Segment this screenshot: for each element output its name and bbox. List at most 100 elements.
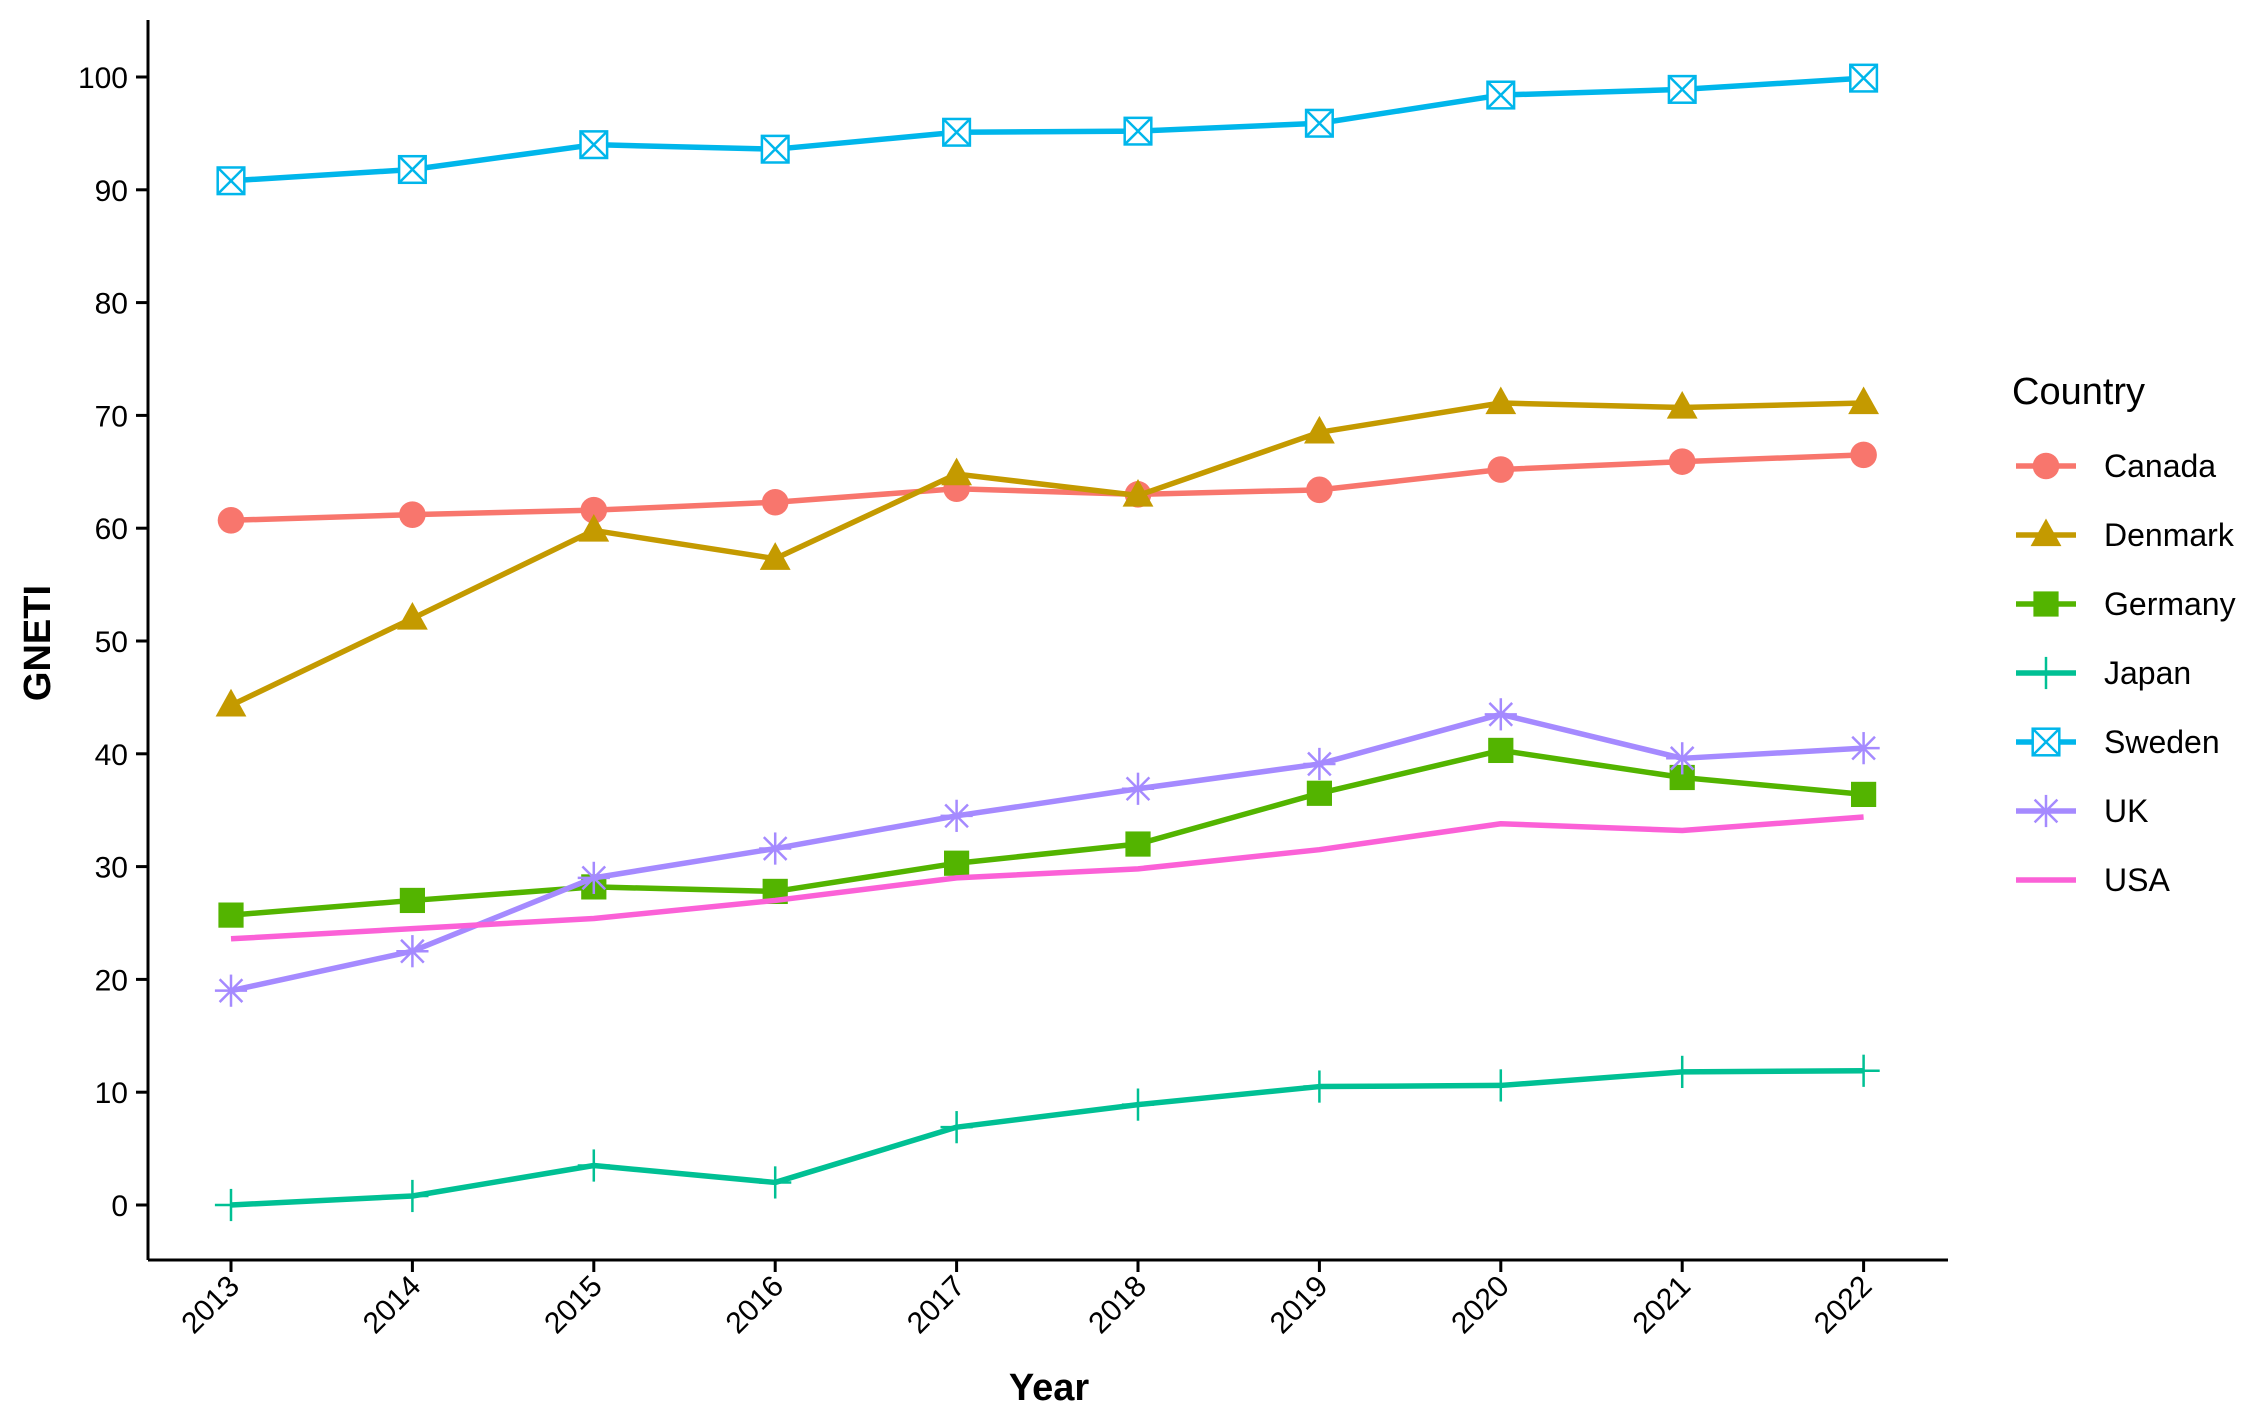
diag2 [1305, 109, 1334, 138]
ray [1851, 735, 1876, 761]
point-uk [1121, 772, 1155, 805]
point-denmark [1122, 478, 1154, 507]
series-line-canada [230, 452, 1864, 524]
y-tick-label: 0 [111, 1190, 128, 1223]
series-denmark [215, 386, 1879, 717]
diag2 [579, 130, 608, 159]
series-sweden [216, 63, 1879, 196]
point-canada [1668, 448, 1696, 475]
legend-item-denmark: Denmark [2016, 517, 2235, 553]
point-uk [1303, 747, 1336, 781]
x-tick-label: 2020 [1445, 1270, 1516, 1341]
y-tick-label: 100 [78, 62, 128, 95]
point-japan [1121, 1088, 1155, 1121]
ray [1488, 702, 1514, 727]
x-tick-label: 2022 [1808, 1270, 1879, 1341]
diag2 [1849, 63, 1878, 93]
series-line-germany [230, 747, 1864, 918]
diag2 [1668, 75, 1697, 104]
point-sweden [1486, 80, 1516, 110]
point-japan [1484, 1069, 1517, 1102]
point-uk [940, 799, 973, 832]
series-usa [230, 814, 1864, 942]
ray [1125, 776, 1151, 802]
legend-key-marker [2033, 591, 2059, 617]
point-uk [577, 861, 610, 894]
point-sweden [760, 134, 790, 164]
diag2 [2031, 727, 2061, 757]
diag2 [1486, 80, 1515, 110]
x-tick-label: 2019 [1264, 1270, 1335, 1341]
legend-item-germany: Germany [2016, 586, 2236, 622]
x-tick-label: 2015 [538, 1270, 609, 1341]
x-tick-label: 2013 [175, 1270, 246, 1341]
series-line-denmark [229, 400, 1864, 708]
legend-item-japan: Japan [2016, 655, 2191, 691]
point-japan [759, 1166, 792, 1199]
point-sweden [579, 130, 609, 160]
point-germany [1851, 781, 1877, 808]
point-japan [577, 1149, 610, 1182]
series-uk [214, 698, 1880, 1007]
x-tick-label: 2016 [720, 1270, 791, 1341]
point-canada [580, 496, 608, 524]
point-germany [218, 902, 244, 928]
point-uk [1847, 732, 1880, 765]
point-sweden [1667, 74, 1697, 104]
point-canada [1487, 456, 1515, 483]
legend-label-denmark: Denmark [2104, 517, 2235, 553]
axes: 0 10 20 30 40 50 60 70 80 90 100 2013 2014 2015 2016 20… [78, 20, 1948, 1340]
legend-item-usa: USA [2016, 862, 2170, 898]
ray [944, 803, 969, 829]
legend-label-japan: Japan [2104, 655, 2191, 691]
point-denmark [1666, 391, 1698, 419]
series-japan [214, 1054, 1880, 1222]
point-germany [1306, 780, 1332, 806]
point-denmark [1304, 415, 1335, 444]
point-sweden [942, 117, 972, 147]
ray [1669, 746, 1695, 771]
y-tick-label: 70 [95, 400, 128, 433]
ray [581, 865, 607, 891]
point-denmark [215, 688, 247, 717]
x-tick-label: 2017 [901, 1270, 972, 1341]
point-japan [396, 1179, 429, 1213]
diag2 [942, 118, 971, 147]
point-sweden [1849, 63, 1879, 93]
legend-item-canada: Canada [2016, 448, 2216, 484]
series-line-usa [230, 814, 1864, 942]
x-tick-label: 2021 [1627, 1270, 1698, 1341]
legend-label-canada: Canada [2104, 448, 2216, 484]
point-japan [1303, 1070, 1336, 1103]
legend-key-marker [2030, 518, 2062, 547]
legend-key-marker [2029, 794, 2063, 828]
point-denmark [397, 601, 428, 630]
y-tick-label: 40 [95, 739, 128, 772]
series-line-uk [230, 711, 1864, 994]
point-japan [940, 1111, 973, 1144]
y-tick-label: 60 [95, 513, 128, 546]
y-tick-label: 20 [95, 964, 128, 997]
point-canada [761, 488, 789, 516]
point-sweden [1304, 108, 1334, 138]
diag2 [761, 135, 790, 164]
legend-label-germany: Germany [2104, 586, 2236, 622]
legend-key-marker [2031, 727, 2061, 757]
legend-label-sweden: Sweden [2104, 724, 2220, 760]
point-sweden [1123, 116, 1153, 146]
series-layer [214, 63, 1880, 1222]
ray [762, 836, 788, 861]
point-germany [399, 887, 425, 914]
point-japan [1847, 1054, 1880, 1087]
point-canada [399, 501, 426, 528]
diag2 [216, 166, 246, 195]
point-denmark [578, 513, 610, 542]
legend-title: Country [2012, 371, 2145, 413]
point-denmark [759, 542, 791, 570]
x-tick-label: 2018 [1082, 1270, 1153, 1341]
y-tick-label: 10 [95, 1077, 128, 1110]
point-canada [1306, 476, 1333, 504]
point-denmark [1485, 386, 1517, 415]
